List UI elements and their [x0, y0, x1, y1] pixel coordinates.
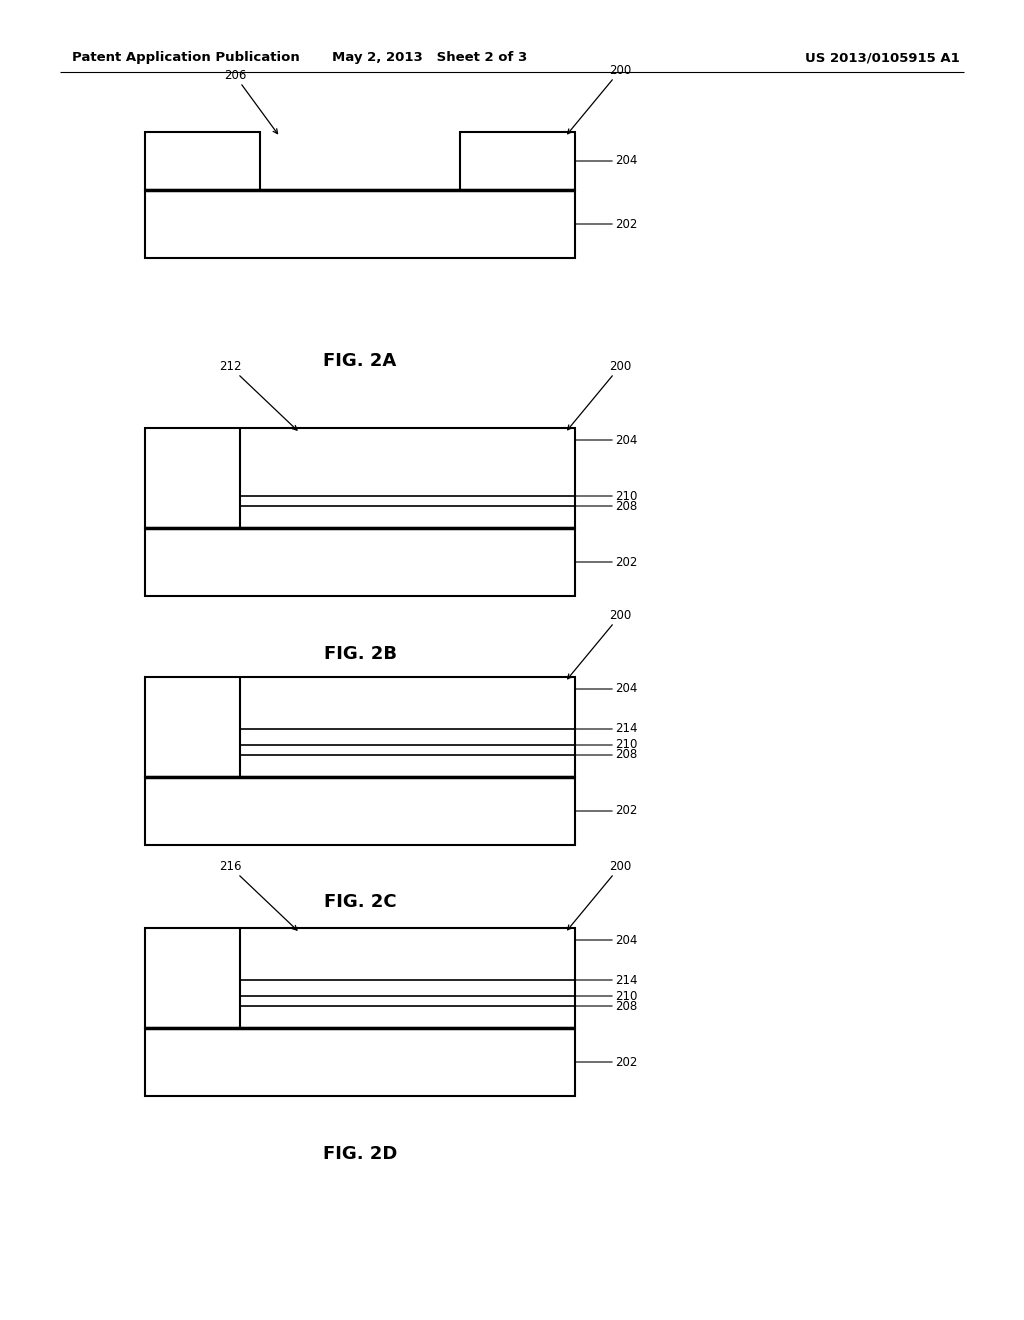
Text: 208: 208 [575, 999, 637, 1012]
Bar [145, 777, 575, 845]
Text: 210: 210 [575, 990, 637, 1002]
Text: 202: 202 [575, 804, 637, 817]
Text: 208: 208 [575, 499, 637, 512]
Text: 204: 204 [575, 433, 637, 446]
Bar [145, 528, 575, 597]
Text: 212: 212 [219, 360, 297, 430]
Text: 200: 200 [567, 609, 631, 678]
Text: May 2, 2013   Sheet 2 of 3: May 2, 2013 Sheet 2 of 3 [333, 51, 527, 65]
Bar [145, 928, 575, 1028]
Text: 210: 210 [575, 490, 637, 503]
Text: 214: 214 [575, 974, 638, 986]
Bar [145, 132, 260, 190]
Text: 214: 214 [575, 722, 638, 735]
Text: FIG. 2C: FIG. 2C [324, 894, 396, 911]
Text: 200: 200 [567, 63, 631, 133]
Text: FIG. 2D: FIG. 2D [323, 1144, 397, 1163]
Text: 202: 202 [575, 1056, 637, 1068]
Text: 206: 206 [224, 69, 278, 133]
Bar [145, 428, 575, 528]
Text: FIG. 2B: FIG. 2B [324, 645, 396, 663]
Bar [145, 190, 575, 257]
Text: FIG. 2A: FIG. 2A [324, 352, 396, 370]
Bar [460, 132, 575, 190]
Bar [145, 1028, 575, 1096]
Text: 208: 208 [575, 748, 637, 762]
Text: 204: 204 [575, 154, 637, 168]
Text: 216: 216 [219, 861, 297, 931]
Text: US 2013/0105915 A1: US 2013/0105915 A1 [805, 51, 961, 65]
Text: 204: 204 [575, 682, 637, 696]
Bar [145, 677, 575, 777]
Text: 200: 200 [567, 861, 631, 929]
Text: 202: 202 [575, 556, 637, 569]
Text: Patent Application Publication: Patent Application Publication [72, 51, 300, 65]
Text: 202: 202 [575, 218, 637, 231]
Text: 200: 200 [567, 360, 631, 430]
Text: 204: 204 [575, 933, 637, 946]
Text: 210: 210 [575, 738, 637, 751]
